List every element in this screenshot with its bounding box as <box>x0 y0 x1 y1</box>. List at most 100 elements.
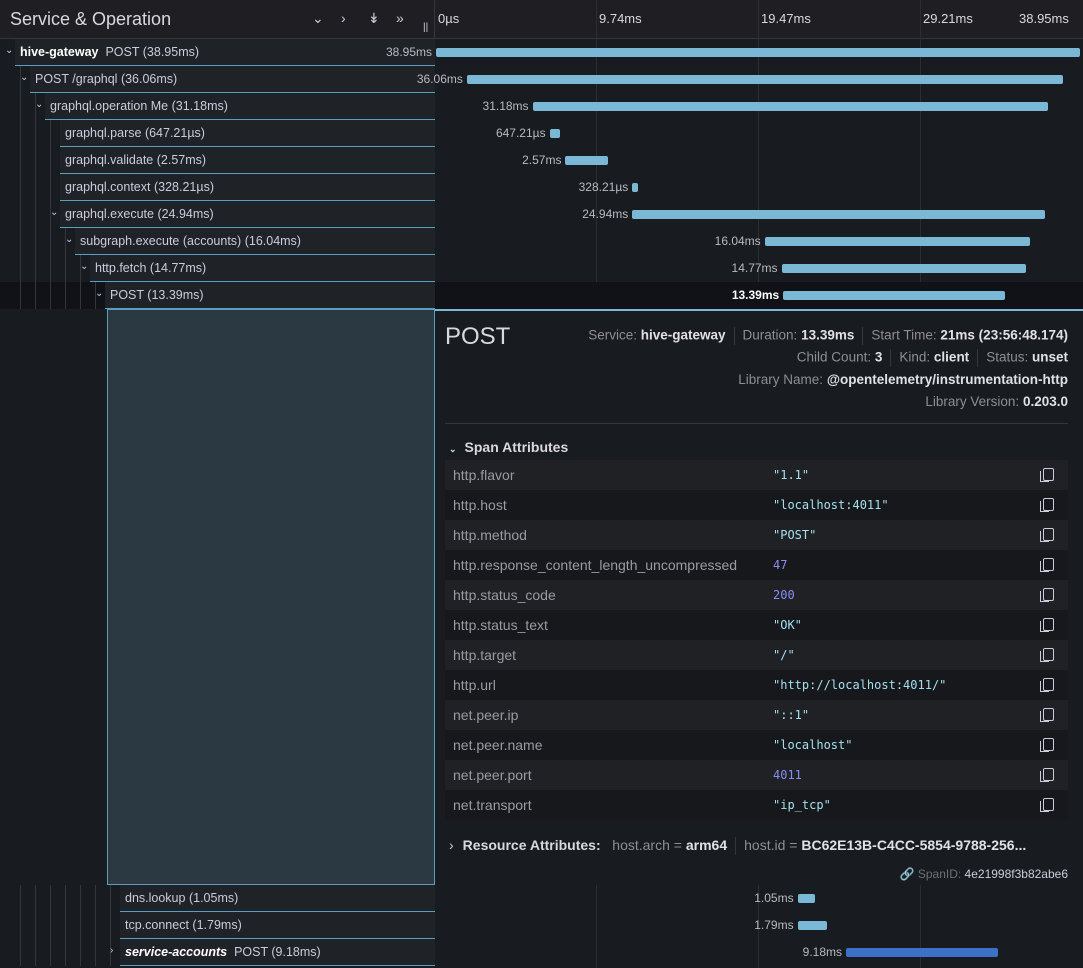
copy-icon[interactable] <box>1040 468 1054 482</box>
attribute-value: "localhost:4011" <box>773 498 889 512</box>
span-name: graphql.operation Me (31.18ms) <box>50 99 228 113</box>
attribute-value: "ip_tcp" <box>773 798 831 812</box>
span-name-cell[interactable]: subgraph.execute (accounts) (16.04ms) <box>75 228 435 255</box>
collapse-all-icon[interactable]: ↡ <box>368 10 380 26</box>
span-bar[interactable] <box>565 156 608 165</box>
tree-guide <box>20 885 21 912</box>
tree-guide <box>50 201 51 228</box>
span-bar[interactable] <box>532 102 1049 111</box>
resize-handle[interactable]: || <box>423 22 429 33</box>
chevron-down-icon[interactable]: ⌄ <box>50 207 59 218</box>
span-bar[interactable] <box>549 129 561 138</box>
span-row[interactable]: hive-gateway POST (38.95ms) ⌄ 38.95ms <box>0 39 1083 66</box>
attribute-key: http.status_code <box>453 587 556 603</box>
tree-guide <box>50 282 51 309</box>
copy-icon[interactable] <box>1040 708 1054 722</box>
chevron-down-icon[interactable]: ⌄ <box>20 72 29 83</box>
resource-attributes-toggle[interactable]: › Resource Attributes: host.arch = arm64 h… <box>449 837 1026 856</box>
attribute-key: net.peer.ip <box>453 707 519 723</box>
copy-icon[interactable] <box>1040 738 1054 752</box>
tree-guide <box>20 174 21 201</box>
span-row[interactable]: dns.lookup (1.05ms) 1.05ms <box>0 885 1083 912</box>
attribute-row: http.target "/" <box>445 640 1068 670</box>
span-name-cell[interactable]: graphql.operation Me (31.18ms) <box>45 93 435 120</box>
span-bar[interactable] <box>797 894 815 903</box>
span-meta-row-1: Service: hive-gateway Duration: 13.39ms St… <box>588 327 1068 345</box>
expand-one-icon[interactable]: › <box>341 10 346 26</box>
span-name-cell[interactable]: graphql.execute (24.94ms) <box>60 201 435 228</box>
span-bar[interactable] <box>764 237 1030 246</box>
span-row[interactable]: subgraph.execute (accounts) (16.04ms) ⌄ 16… <box>0 228 1083 255</box>
copy-icon[interactable] <box>1040 768 1054 782</box>
column-title: Service & Operation <box>10 9 172 29</box>
span-bar[interactable] <box>466 75 1064 84</box>
span-row[interactable]: graphql.context (328.21µs) 328.21µs <box>0 174 1083 201</box>
span-name-cell[interactable]: graphql.parse (647.21µs) <box>60 120 435 147</box>
attribute-row: http.flavor "1.1" <box>445 460 1068 490</box>
chevron-down-icon[interactable]: ⌄ <box>65 234 74 245</box>
attribute-row: http.status_code 200 <box>445 580 1068 610</box>
attribute-value: "POST" <box>773 528 817 542</box>
span-row[interactable]: tcp.connect (1.79ms) 1.79ms <box>0 912 1083 939</box>
attribute-key: http.target <box>453 647 517 663</box>
copy-icon[interactable] <box>1040 678 1054 692</box>
span-name-cell[interactable]: tcp.connect (1.79ms) <box>120 912 435 939</box>
span-row[interactable]: http.fetch (14.77ms) ⌄ 14.77ms <box>0 255 1083 282</box>
copy-icon[interactable] <box>1040 498 1054 512</box>
copy-icon[interactable] <box>1040 618 1054 632</box>
tree-guide <box>80 255 81 282</box>
tree-guide <box>50 147 51 174</box>
span-bar[interactable] <box>781 264 1026 273</box>
span-name-cell[interactable]: service-accounts POST (9.18ms) <box>120 939 435 966</box>
span-row[interactable]: graphql.parse (647.21µs) 647.21µs <box>0 120 1083 147</box>
span-bar[interactable] <box>632 210 1045 219</box>
attribute-row: http.method "POST" <box>445 520 1068 550</box>
span-bar[interactable] <box>846 948 998 957</box>
copy-icon[interactable] <box>1040 648 1054 662</box>
chevron-right-icon[interactable]: › <box>110 945 114 956</box>
chevron-down-icon[interactable]: ⌄ <box>5 45 14 56</box>
span-name-cell[interactable]: hive-gateway POST (38.95ms) <box>15 39 435 66</box>
span-bar[interactable] <box>436 48 1080 57</box>
tree-guide <box>35 282 36 309</box>
collapse-one-icon[interactable]: ⌄ <box>312 10 324 26</box>
span-name-cell[interactable]: POST /graphql (36.06ms) <box>30 66 435 93</box>
chevron-down-icon[interactable]: ⌄ <box>95 288 104 299</box>
copy-icon[interactable] <box>1040 588 1054 602</box>
span-name-cell[interactable]: POST (13.39ms) <box>105 282 435 309</box>
span-row[interactable]: graphql.execute (24.94ms) ⌄ 24.94ms <box>0 201 1083 228</box>
span-row[interactable]: POST (13.39ms) ⌄ 13.39ms <box>0 282 1083 309</box>
span-attributes-toggle[interactable]: ⌄ Span Attributes <box>449 439 569 455</box>
chevron-down-icon[interactable]: ⌄ <box>35 99 44 110</box>
attribute-value: "::1" <box>773 708 810 722</box>
span-row[interactable]: graphql.operation Me (31.18ms) ⌄ 31.18ms <box>0 93 1083 120</box>
expand-all-icon[interactable]: » <box>396 10 404 26</box>
attribute-value: "http://localhost:4011/" <box>773 678 947 692</box>
tree-guide <box>95 939 96 966</box>
tree-guide <box>20 255 21 282</box>
tree-guide <box>35 939 36 966</box>
span-bar[interactable] <box>632 183 638 192</box>
attribute-row: net.transport "ip_tcp" <box>445 790 1068 820</box>
tree-guide <box>65 912 66 939</box>
copy-icon[interactable] <box>1040 558 1054 572</box>
span-name-cell[interactable]: http.fetch (14.77ms) <box>90 255 435 282</box>
attribute-row: net.peer.ip "::1" <box>445 700 1068 730</box>
span-row[interactable]: graphql.validate (2.57ms) 2.57ms <box>0 147 1083 174</box>
span-name-cell[interactable]: graphql.context (328.21µs) <box>60 174 435 201</box>
span-name-cell[interactable]: graphql.validate (2.57ms) <box>60 147 435 174</box>
span-name-cell[interactable]: dns.lookup (1.05ms) <box>120 885 435 912</box>
span-id[interactable]: 🔗 SpanID: 4e21998f3b82abe6 <box>899 867 1068 881</box>
tree-guide <box>20 201 21 228</box>
copy-icon[interactable] <box>1040 528 1054 542</box>
copy-icon[interactable] <box>1040 798 1054 812</box>
chevron-right-icon: › <box>449 837 454 853</box>
tree-guide <box>80 885 81 912</box>
library-name: Library Name: @opentelemetry/instrumenta… <box>738 372 1068 387</box>
span-bar[interactable] <box>783 291 1005 300</box>
tree-guide <box>35 93 36 120</box>
span-row[interactable]: POST /graphql (36.06ms) ⌄ 36.06ms <box>0 66 1083 93</box>
chevron-down-icon[interactable]: ⌄ <box>80 261 89 272</box>
span-bar[interactable] <box>797 921 828 930</box>
span-row[interactable]: service-accounts POST (9.18ms) › 9.18ms <box>0 939 1083 966</box>
